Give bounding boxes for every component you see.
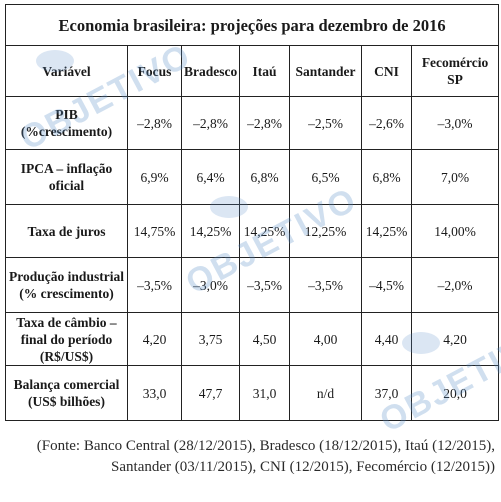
table-cell: n/d (289, 365, 362, 421)
table-row: Taxa de câmbio – final do período (R$/US… (5, 312, 500, 366)
column-header-bradesco: Bradesco (181, 45, 240, 97)
header-row: Variável Focus Bradesco Itaú Santander C… (5, 45, 500, 97)
table-cell: 4,20 (127, 312, 182, 366)
table-cell: 12,25% (289, 204, 362, 258)
table-cell: –3,5% (127, 257, 182, 313)
table-cell: –2,8% (239, 96, 290, 150)
table-cell: 6,5% (289, 149, 362, 205)
table-cell: 20,0 (410, 365, 500, 421)
table-cell: 47,7 (181, 365, 240, 421)
table-cell: 33,0 (127, 365, 182, 421)
row-label: IPCA – inflação oficial (5, 149, 128, 205)
table-row: PIB (%crescimento) –2,8% –2,8% –2,8% –2,… (5, 96, 500, 150)
row-label: Taxa de câmbio – final do período (R$/US… (5, 312, 128, 366)
row-label: Balança comercial (US$ bilhões) (5, 365, 128, 421)
table-cell: 14,75% (127, 204, 182, 258)
row-label: Produção industrial (% crescimento) (5, 257, 128, 313)
column-header-santander: Santander (289, 45, 362, 97)
column-header-variavel: Variável (5, 45, 128, 97)
table-cell: 4,20 (410, 312, 500, 366)
table-cell: –3,0% (410, 96, 500, 150)
table-cell: 6,4% (181, 149, 240, 205)
table-cell: –3,5% (239, 257, 290, 313)
table-row: Produção industrial (% crescimento) –3,5… (5, 257, 500, 313)
table-cell: 6,9% (127, 149, 182, 205)
table-cell: –3,0% (181, 257, 240, 313)
column-header-cni: CNI (361, 45, 412, 97)
watermark-logo-icon (210, 196, 248, 218)
table-cell: 7,0% (410, 149, 500, 205)
source-note: (Fonte: Banco Central (28/12/2015), Brad… (36, 438, 495, 475)
row-label: PIB (%crescimento) (5, 96, 128, 150)
table-row: Taxa de juros 14,75% 14,25% 14,25% 12,25… (5, 204, 500, 258)
table-cell: –2,0% (410, 257, 500, 313)
table-cell: –2,5% (289, 96, 362, 150)
row-label: Taxa de juros (5, 204, 128, 258)
table-cell: 31,0 (239, 365, 290, 421)
table-cell: 14,00% (410, 204, 500, 258)
table-cell: –2,6% (361, 96, 412, 150)
table-cell: –2,8% (181, 96, 240, 150)
column-header-focus: Focus (127, 45, 182, 97)
table-cell: 14,25% (239, 204, 290, 258)
table-cell: 6,8% (239, 149, 290, 205)
column-header-itau: Itaú (239, 45, 290, 97)
table-cell: 14,25% (361, 204, 412, 258)
table-cell: –3,5% (289, 257, 362, 313)
table-cell: 6,8% (361, 149, 412, 205)
table-cell: 3,75 (181, 312, 240, 366)
column-header-fecomercio: Fecomércio SP (410, 45, 500, 97)
table-row: IPCA – inflação oficial 6,9% 6,4% 6,8% 6… (5, 149, 500, 205)
table-cell: 4,50 (239, 312, 290, 366)
watermark-logo-icon (402, 332, 440, 354)
table-title: Economia brasileira: projeções para deze… (4, 4, 500, 46)
projections-table: Economia brasileira: projeções para deze… (4, 4, 500, 421)
table-cell: –2,8% (127, 96, 182, 150)
table-cell: 37,0 (361, 365, 412, 421)
table-row: Balança comercial (US$ bilhões) 33,0 47,… (5, 365, 500, 421)
watermark-logo-icon (36, 50, 74, 72)
table-cell: –4,5% (361, 257, 412, 313)
table-cell: 4,00 (289, 312, 362, 366)
